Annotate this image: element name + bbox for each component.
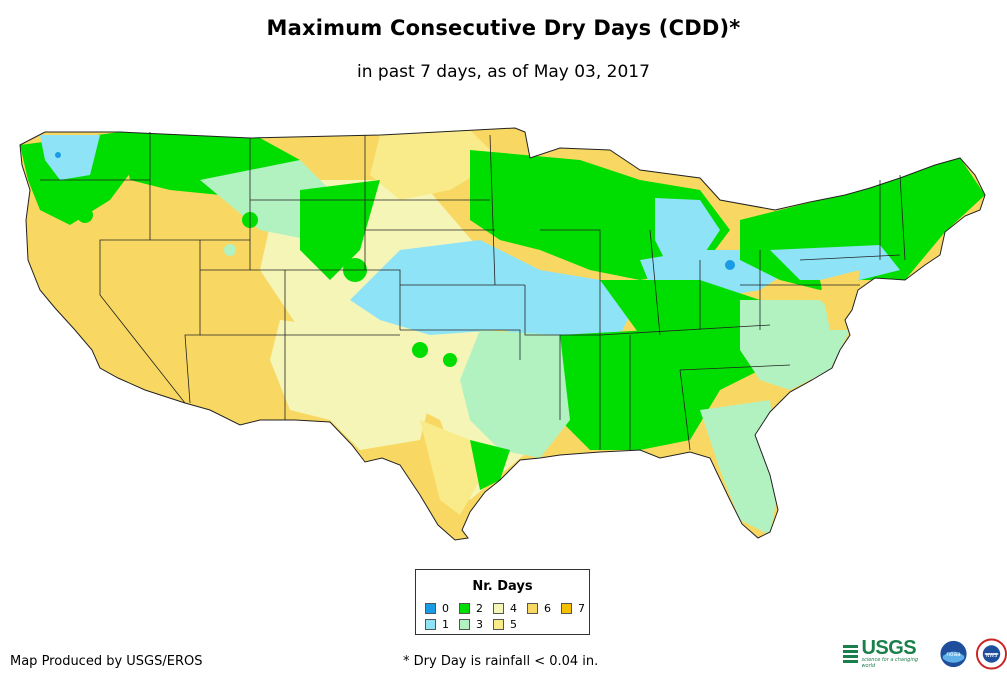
legend-label-6: 6 (544, 602, 551, 615)
legend: Nr. Days 0 1 2 3 4 5 6 7 (415, 569, 590, 635)
legend-item-1: 1 (425, 618, 449, 631)
legend-item-7: 7 (561, 602, 585, 615)
legend-label-1: 1 (442, 618, 449, 631)
legend-item-5: 5 (493, 618, 517, 631)
legend-swatch-5 (493, 619, 504, 630)
legend-label-4: 4 (510, 602, 517, 615)
legend-swatch-0 (425, 603, 436, 614)
us-cdd-map (19, 127, 986, 541)
legend-item-0: 0 (425, 602, 449, 615)
legend-label-5: 5 (510, 618, 517, 631)
usgs-logo: USGS science for a changing world (843, 637, 931, 669)
nws-logo-icon: NWS (976, 638, 1007, 670)
usgs-wave-icon (843, 645, 859, 663)
legend-swatch-6 (527, 603, 538, 614)
noaa-logo-text: noaa (946, 652, 961, 658)
legend-label-7: 7 (578, 602, 585, 615)
legend-swatch-2 (459, 603, 470, 614)
legend-swatch-3 (459, 619, 470, 630)
agency-logos: USGS science for a changing world noaa N… (843, 638, 1007, 670)
legend-label-0: 0 (442, 602, 449, 615)
legend-swatch-7 (561, 603, 572, 614)
usgs-logo-text: USGS (861, 637, 917, 659)
nws-logo-text: NWS (986, 653, 997, 659)
legend-item-2: 2 (459, 602, 483, 615)
legend-label-3: 3 (476, 618, 483, 631)
usgs-tagline: science for a changing world (861, 657, 919, 669)
map-subtitle: in past 7 days, as of May 03, 2017 (357, 62, 650, 82)
legend-swatch-1 (425, 619, 436, 630)
legend-item-4: 4 (493, 602, 517, 615)
dry-day-note: * Dry Day is rainfall < 0.04 in. (403, 654, 599, 669)
legend-label-2: 2 (476, 602, 483, 615)
legend-swatch-4 (493, 603, 504, 614)
legend-item-6: 6 (527, 602, 551, 615)
credit-text: Map Produced by USGS/EROS (10, 654, 203, 669)
legend-title: Nr. Days (472, 579, 533, 594)
map-title: Maximum Consecutive Dry Days (CDD)* (266, 16, 741, 40)
noaa-logo-icon: noaa (939, 639, 968, 669)
legend-item-3: 3 (459, 618, 483, 631)
